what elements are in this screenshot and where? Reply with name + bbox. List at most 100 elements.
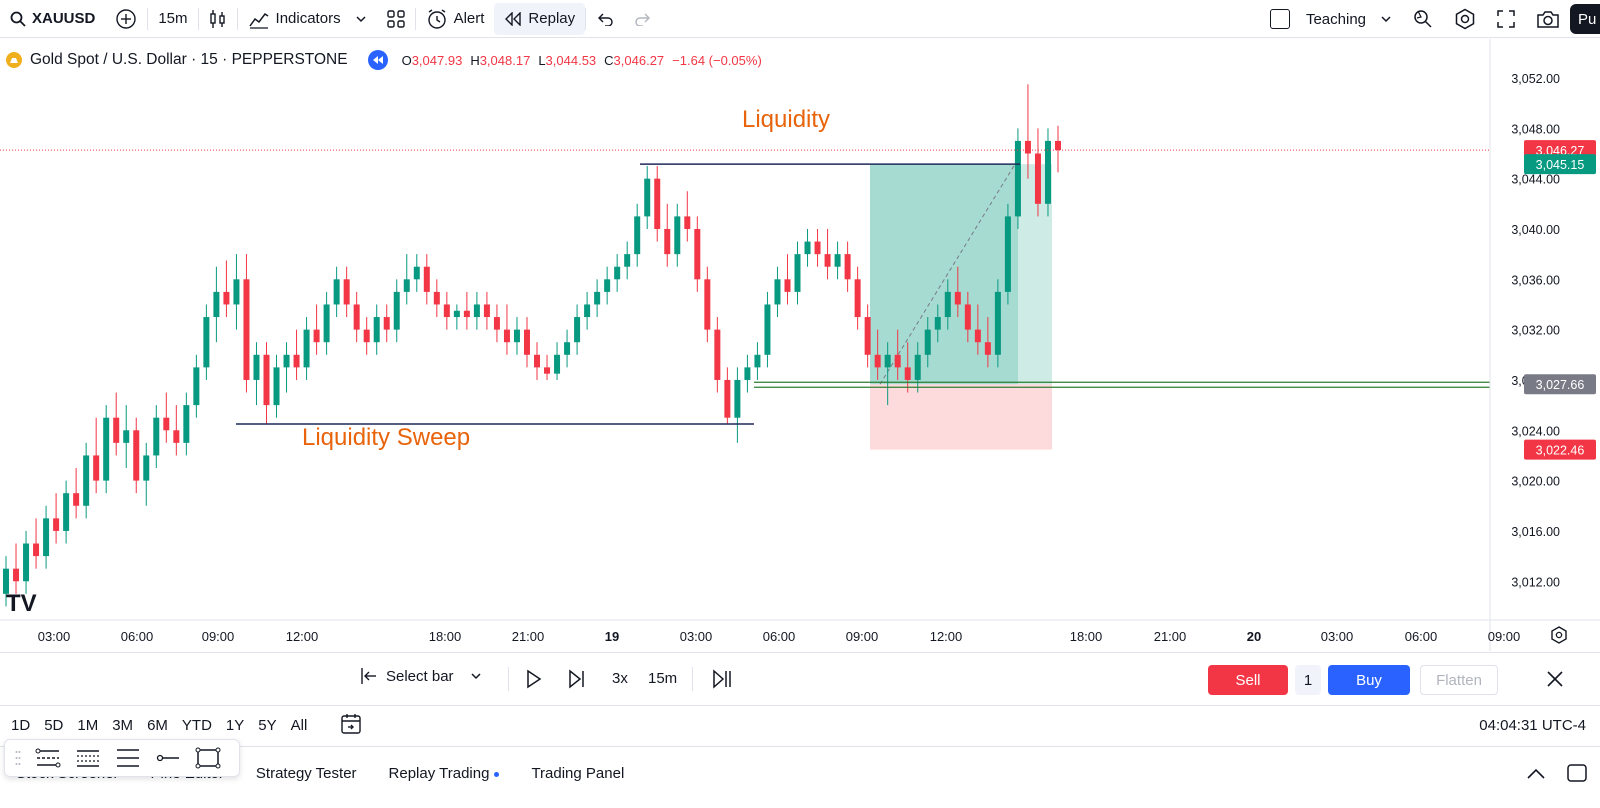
candle-body (433, 291, 440, 305)
price-axis-label[interactable]: 3,022.46 (1524, 439, 1596, 460)
time-tick-label: 06:00 (763, 629, 796, 644)
snapshot-button[interactable] (1526, 0, 1570, 38)
candle (503, 304, 510, 355)
range-ytd[interactable]: YTD (181, 717, 212, 734)
alert-button[interactable]: Alert (416, 0, 495, 38)
candle-body (934, 317, 941, 330)
candle (914, 342, 921, 393)
jump-to-realtime-button[interactable] (712, 669, 732, 693)
candle (183, 392, 190, 456)
candle (594, 279, 601, 318)
range-1m[interactable]: 1M (77, 717, 99, 734)
candle (954, 266, 961, 318)
candle-body (624, 254, 631, 267)
candle (483, 291, 490, 330)
candle-body (493, 317, 500, 330)
close-replay-button[interactable] (1546, 670, 1564, 692)
date-range-bar: 1D 5D 1M 3M 6M YTD 1Y 5Y All 04:04:31 UTC-4 (0, 705, 1600, 745)
flatten-button[interactable]: Flatten (1420, 665, 1498, 695)
indicators-button[interactable]: Indicators (238, 0, 377, 38)
candle (924, 317, 931, 368)
time-tick-label: 09:00 (1488, 629, 1521, 644)
time-tick-label: 19 (605, 629, 619, 644)
rectangle-icon[interactable] (195, 747, 221, 769)
candle (1044, 128, 1051, 217)
replay-mode-icon[interactable] (367, 50, 388, 70)
interval-button[interactable]: 15m (148, 0, 197, 38)
price-axis-label[interactable]: 3,027.66 (1524, 374, 1596, 395)
price-axis-label-text: 3,045.15 (1536, 158, 1585, 172)
candle (33, 518, 40, 569)
range-3m[interactable]: 3M (112, 717, 134, 734)
candle-body (3, 568, 9, 594)
play-button[interactable] (526, 669, 542, 693)
settings-button[interactable] (1444, 0, 1486, 38)
publish-button[interactable]: Pu (1570, 4, 1600, 34)
price-tick-label: 3,048.00 (1511, 122, 1560, 136)
update-interval-button[interactable]: 15m (648, 670, 677, 687)
candle-body (814, 241, 821, 255)
compare-button[interactable] (105, 0, 147, 38)
fib-retracement-icon[interactable] (75, 747, 101, 769)
chart-area[interactable]: Gold Spot / U.S. Dollar · 15 · PEPPERSTO… (0, 39, 1600, 651)
clock[interactable]: 04:04:31 UTC-4 (1479, 717, 1586, 734)
candle-body (744, 367, 751, 380)
date-range-picker-button[interactable] (340, 713, 364, 739)
drag-handle-icon[interactable] (15, 750, 21, 766)
candle-body (844, 254, 851, 280)
time-tick-label: 06:00 (1405, 629, 1438, 644)
undo-button[interactable] (586, 0, 624, 38)
search-icon (10, 11, 26, 27)
sell-button[interactable]: Sell (1208, 665, 1288, 695)
quick-search-button[interactable] (1402, 0, 1444, 38)
tab-trading-panel[interactable]: Trading Panel (531, 765, 625, 782)
play-icon (527, 669, 542, 689)
buy-label: Buy (1356, 671, 1382, 689)
price-chart[interactable]: Liquidity Liquidity Sweep 3,052.00 3,048.… (0, 39, 1600, 651)
candle-body (43, 518, 50, 557)
parallel-channel-icon[interactable] (115, 747, 141, 769)
candle (333, 266, 340, 318)
price-axis-label[interactable]: 3,045.15 (1524, 154, 1596, 175)
range-6m[interactable]: 6M (147, 717, 168, 734)
axis-settings-button[interactable] (1551, 626, 1567, 644)
pitchfork-icon[interactable] (35, 747, 61, 769)
loss-zone[interactable] (870, 384, 1052, 450)
templates-button[interactable] (377, 0, 415, 38)
maximize-panel-button[interactable] (1566, 763, 1588, 788)
layout-checkbox[interactable] (1269, 9, 1290, 29)
symbol-search[interactable]: XAUUSD (0, 0, 105, 38)
time-tick-label: 20 (1247, 629, 1261, 644)
candle-body (313, 329, 320, 343)
profit-zone[interactable] (870, 164, 1052, 385)
layout-button[interactable]: Teaching (1260, 0, 1402, 38)
speed-button[interactable]: 3x (612, 670, 628, 687)
range-1d[interactable]: 1D (11, 717, 31, 734)
candle (864, 304, 871, 368)
range-5d[interactable]: 5D (44, 717, 64, 734)
candle-body (734, 379, 741, 418)
horizontal-ray-icon[interactable] (155, 747, 181, 769)
tab-strategy-tester[interactable]: Strategy Tester (255, 765, 357, 782)
layout-name: Teaching (1305, 10, 1366, 28)
range-all[interactable]: All (290, 717, 308, 734)
step-forward-button[interactable] (568, 669, 586, 693)
range-5y[interactable]: 5Y (258, 717, 277, 734)
quantity-field[interactable]: 1 (1295, 665, 1321, 695)
candle-body (33, 543, 40, 557)
tab-replay-trading[interactable]: Replay Trading (373, 765, 516, 782)
candle (984, 317, 991, 368)
redo-button[interactable] (624, 0, 662, 38)
range-1y[interactable]: 1Y (225, 717, 245, 734)
candle (273, 354, 280, 418)
candle (674, 203, 681, 267)
candle-body (323, 304, 330, 343)
buy-button[interactable]: Buy (1328, 665, 1410, 695)
candle (363, 317, 370, 355)
fullscreen-button[interactable] (1486, 0, 1526, 38)
select-bar-button[interactable]: Select bar (360, 667, 482, 685)
chart-type-button[interactable] (199, 0, 237, 38)
replay-button[interactable]: Replay (494, 2, 586, 35)
collapse-panel-button[interactable] (1526, 767, 1546, 785)
time-tick-label: 12:00 (930, 629, 963, 644)
